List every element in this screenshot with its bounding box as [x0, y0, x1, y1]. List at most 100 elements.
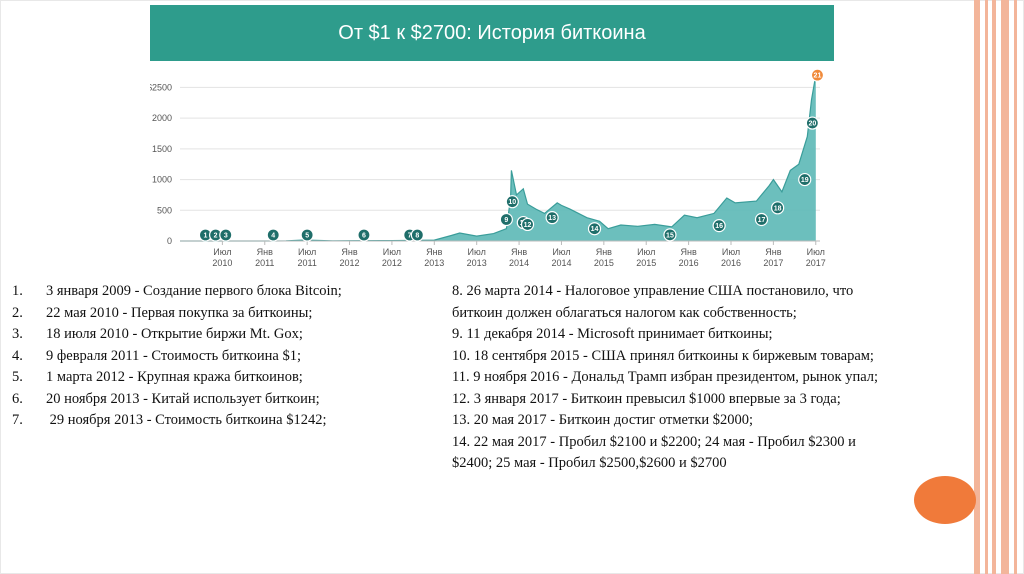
- event-marker: [805, 116, 819, 130]
- event-marker: [357, 228, 371, 242]
- decorative-circle: [914, 476, 976, 524]
- chart-title: От $1 к $2700: История биткоина: [338, 22, 646, 44]
- x-tick-label: Июл 2013: [467, 247, 487, 268]
- event-marker: [499, 212, 513, 227]
- stripe: [1001, 0, 1009, 574]
- event-item: 7. 29 ноября 2013 - Стоимость биткоина $…: [12, 410, 342, 432]
- event-marker-label: 3: [224, 233, 228, 240]
- x-tick-label: Янв 2011: [255, 247, 274, 268]
- event-marker-label: 7: [408, 233, 412, 240]
- bitcoin-chart: От $1 к $2700: История биткоина $2500200…: [150, 5, 834, 277]
- event-text: 20 ноября 2013 - Китай использует биткои…: [46, 390, 320, 407]
- event-text: 18 июля 2010 - Открытие биржи Mt. Gox;: [46, 326, 303, 342]
- x-tick-label: Июл 2010: [212, 247, 232, 268]
- chart-header: От $1 к $2700: История биткоина: [150, 5, 834, 61]
- x-tick-label: Июл 2017: [806, 247, 826, 268]
- event-marker-label: 4: [271, 233, 275, 240]
- event-marker-label: 5: [305, 233, 309, 240]
- x-tick-label: Янв 2017: [763, 247, 783, 268]
- event-line: биткоин должен облагаться налогом как со…: [452, 304, 797, 321]
- event-item: 4. 9 февраля 2011 - Стоимость биткоина $1…: [12, 346, 342, 368]
- x-tick-label: Июл 2012: [382, 247, 402, 268]
- event-marker: [300, 228, 314, 242]
- event-marker: [219, 228, 233, 242]
- y-tick-label: 1500: [152, 144, 172, 154]
- x-tick-label: Июл 2015: [636, 247, 656, 268]
- decorative-stripes: [974, 0, 1024, 574]
- event-marker: [810, 68, 825, 82]
- y-tick-label: 500: [157, 205, 172, 215]
- event-marker: [545, 211, 559, 225]
- x-tick-label: Июл 2014: [551, 247, 571, 268]
- event-line: 10. 18 сентября 2015 - США принял биткои…: [452, 347, 874, 364]
- event-item: 5. 1 марта 2012 - Крупная кража биткоинов…: [12, 367, 342, 389]
- event-marker-label: 10: [508, 199, 516, 206]
- event-number: 1.: [12, 283, 23, 299]
- event-line: $2400; 25 мая - Пробил $2500,$2600 и $27…: [452, 455, 727, 471]
- x-tick-label: Янв 2016: [679, 247, 699, 268]
- event-marker: [754, 212, 769, 227]
- event-marker-label: 14: [591, 226, 599, 233]
- event-marker: [771, 201, 785, 215]
- event-number: 7.: [12, 412, 23, 428]
- event-marker: [410, 228, 424, 242]
- event-line: 9. 11 декабря 2014 - Microsoft принимает…: [452, 326, 773, 342]
- event-marker-label: 9: [504, 217, 508, 224]
- event-marker-label: 15: [666, 232, 674, 239]
- stripe: [974, 0, 980, 574]
- event-marker-label: 16: [715, 223, 723, 230]
- event-text: 1 марта 2012 - Крупная кража биткоинов;: [46, 369, 303, 385]
- event-marker-label: 13: [548, 215, 556, 222]
- event-marker: [520, 217, 535, 232]
- event-marker-label: 6: [362, 233, 366, 240]
- event-number: 3.: [12, 326, 23, 342]
- event-marker-label: 8: [415, 233, 419, 240]
- event-marker: [663, 228, 677, 242]
- x-tick-label: Янв 2012: [340, 247, 360, 268]
- event-item: 3. 18 июля 2010 - Открытие биржи Mt. Gox;: [12, 324, 342, 346]
- y-tick-label: 0: [167, 236, 172, 246]
- event-text: 29 ноября 2013 - Стоимость биткоина $124…: [46, 412, 327, 428]
- event-item: 6. 20 ноября 2013 - Китай использует битк…: [12, 389, 342, 411]
- x-tick-label: Июл 2016: [721, 247, 741, 268]
- stripe: [1014, 0, 1017, 574]
- event-line: 14. 22 мая 2017 - Пробил $2100 и $2200; …: [452, 433, 856, 450]
- x-tick-label: Янв 2015: [594, 247, 614, 268]
- event-marker-label: 2: [214, 233, 218, 240]
- price-area: [180, 75, 816, 241]
- event-marker-label: 12: [524, 222, 532, 229]
- event-marker-label: 20: [808, 121, 816, 128]
- events-list-left: 1. 3 января 2009 - Создание первого блока…: [12, 281, 342, 432]
- event-marker-label: 18: [774, 205, 782, 212]
- event-number: 4.: [12, 347, 23, 364]
- x-tick-label: Янв 2013: [424, 247, 444, 268]
- y-tick-label: 2000: [152, 113, 172, 123]
- event-text: 22 мая 2010 - Первая покупка за биткоины…: [46, 304, 313, 321]
- event-item: 2. 22 мая 2010 - Первая покупка за биткои…: [12, 303, 342, 325]
- event-marker: [587, 222, 602, 236]
- event-marker-label: 19: [801, 177, 809, 184]
- event-number: 6.: [12, 390, 23, 407]
- event-line: 13. 20 мая 2017 - Биткоин достиг отметки…: [452, 412, 754, 428]
- x-tick-label: Янв 2014: [509, 247, 529, 268]
- y-tick-label: $2500: [150, 82, 172, 92]
- event-marker-label: 21: [814, 73, 822, 80]
- event-text: 9 февраля 2011 - Стоимость биткоина $1;: [46, 347, 302, 364]
- event-line: 8. 26 марта 2014 - Налоговое управление …: [452, 283, 854, 299]
- stripe: [992, 0, 996, 574]
- event-marker-label: 1: [203, 233, 207, 240]
- event-line: 11. 9 ноября 2016 - Дональд Трамп избран…: [452, 369, 879, 385]
- event-marker: [505, 195, 519, 209]
- event-number: 2.: [12, 304, 23, 321]
- event-marker: [712, 219, 726, 233]
- event-text: 3 января 2009 - Создание первого блока B…: [46, 283, 342, 299]
- event-marker: [266, 228, 280, 242]
- event-marker-label: 17: [758, 217, 766, 224]
- event-number: 5.: [12, 369, 23, 385]
- stripe: [985, 0, 988, 574]
- x-tick-label: Июл 2011: [297, 247, 316, 268]
- event-line: 12. 3 января 2017 - Биткоин превысил $10…: [452, 390, 841, 407]
- events-list-right: 8. 26 марта 2014 - Налоговое управление …: [452, 281, 878, 475]
- event-marker: [798, 172, 812, 187]
